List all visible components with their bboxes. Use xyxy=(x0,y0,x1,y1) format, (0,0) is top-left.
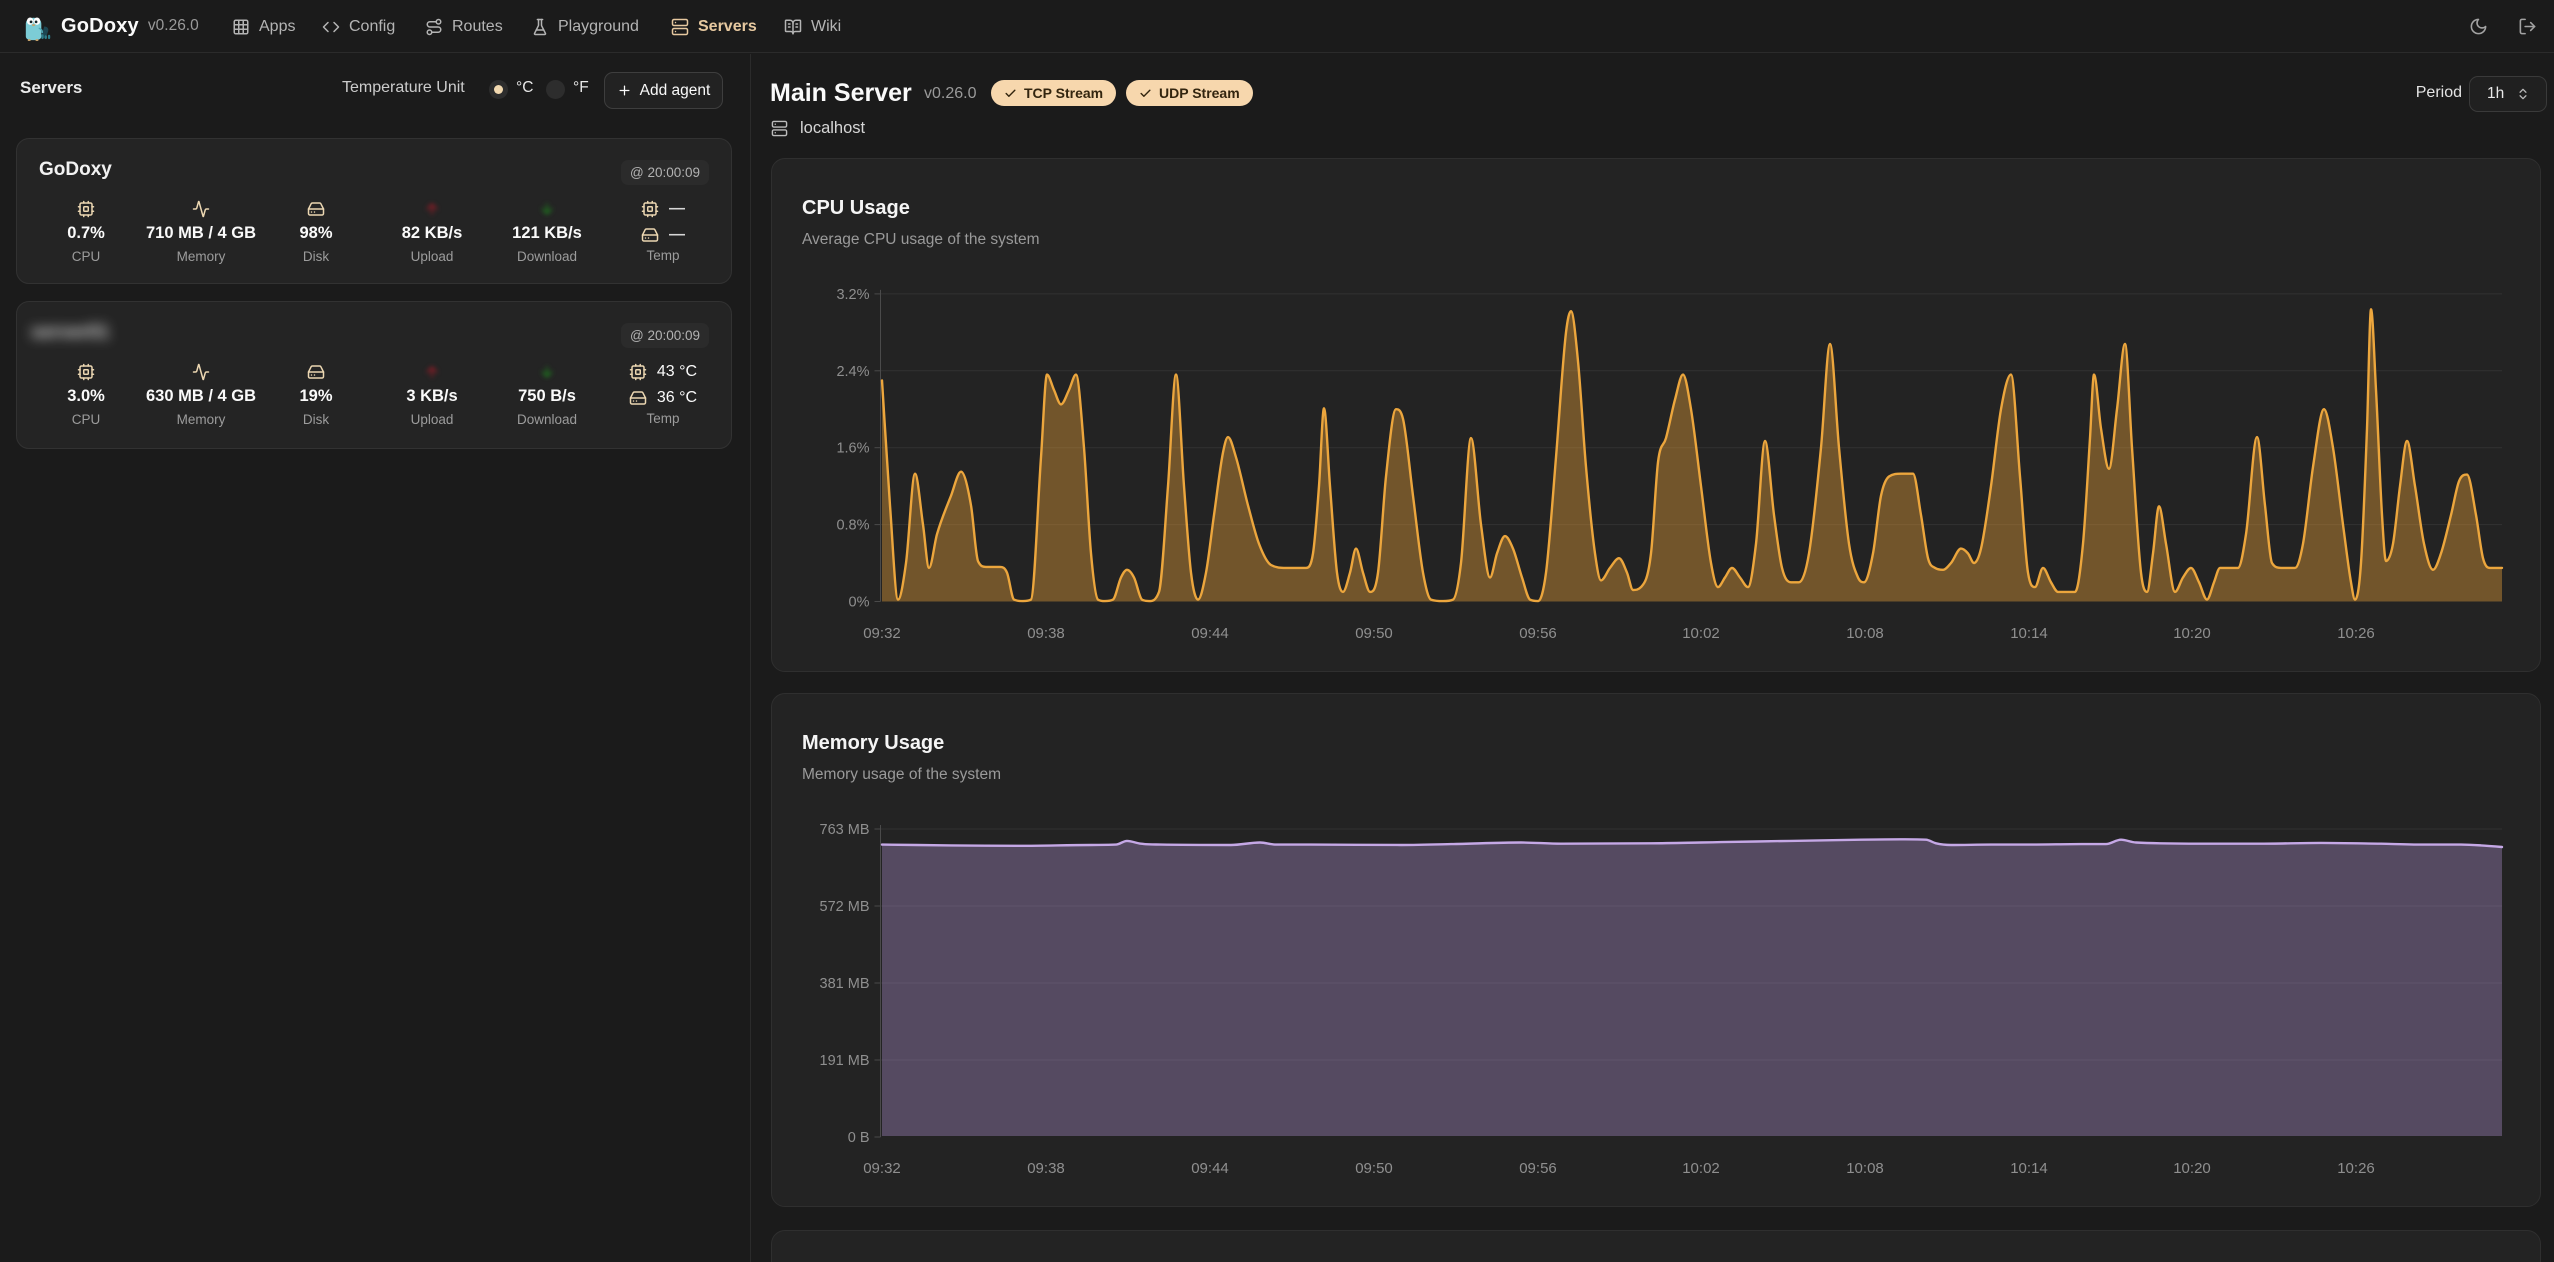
svg-text:10:02: 10:02 xyxy=(1682,1160,1720,1177)
svg-text:3.2%: 3.2% xyxy=(836,287,869,303)
svg-text:09:32: 09:32 xyxy=(863,1160,901,1177)
svg-text:09:44: 09:44 xyxy=(1191,1160,1229,1177)
svg-text:09:56: 09:56 xyxy=(1519,625,1557,642)
svg-text:09:38: 09:38 xyxy=(1027,1160,1065,1177)
svg-text:572 MB: 572 MB xyxy=(820,899,870,915)
svg-text:10:08: 10:08 xyxy=(1846,1160,1884,1177)
svg-text:191 MB: 191 MB xyxy=(820,1053,870,1069)
svg-text:09:44: 09:44 xyxy=(1191,625,1229,642)
svg-text:09:32: 09:32 xyxy=(863,625,901,642)
svg-text:10:20: 10:20 xyxy=(2173,1160,2211,1177)
svg-text:10:26: 10:26 xyxy=(2337,625,2375,642)
svg-text:10:26: 10:26 xyxy=(2337,1160,2375,1177)
svg-text:09:50: 09:50 xyxy=(1355,625,1393,642)
svg-text:763 MB: 763 MB xyxy=(820,822,870,838)
svg-text:10:14: 10:14 xyxy=(2010,625,2048,642)
svg-text:0 B: 0 B xyxy=(848,1130,870,1146)
svg-text:09:50: 09:50 xyxy=(1355,1160,1393,1177)
svg-text:381 MB: 381 MB xyxy=(820,976,870,992)
svg-text:0%: 0% xyxy=(849,595,870,611)
svg-text:10:02: 10:02 xyxy=(1682,625,1720,642)
svg-text:0.8%: 0.8% xyxy=(836,518,869,534)
svg-text:10:20: 10:20 xyxy=(2173,625,2211,642)
svg-text:10:08: 10:08 xyxy=(1846,625,1884,642)
svg-text:10:14: 10:14 xyxy=(2010,1160,2048,1177)
svg-text:2.4%: 2.4% xyxy=(836,364,869,380)
svg-text:09:56: 09:56 xyxy=(1519,1160,1557,1177)
svg-text:1.6%: 1.6% xyxy=(836,441,869,457)
svg-text:09:38: 09:38 xyxy=(1027,625,1065,642)
